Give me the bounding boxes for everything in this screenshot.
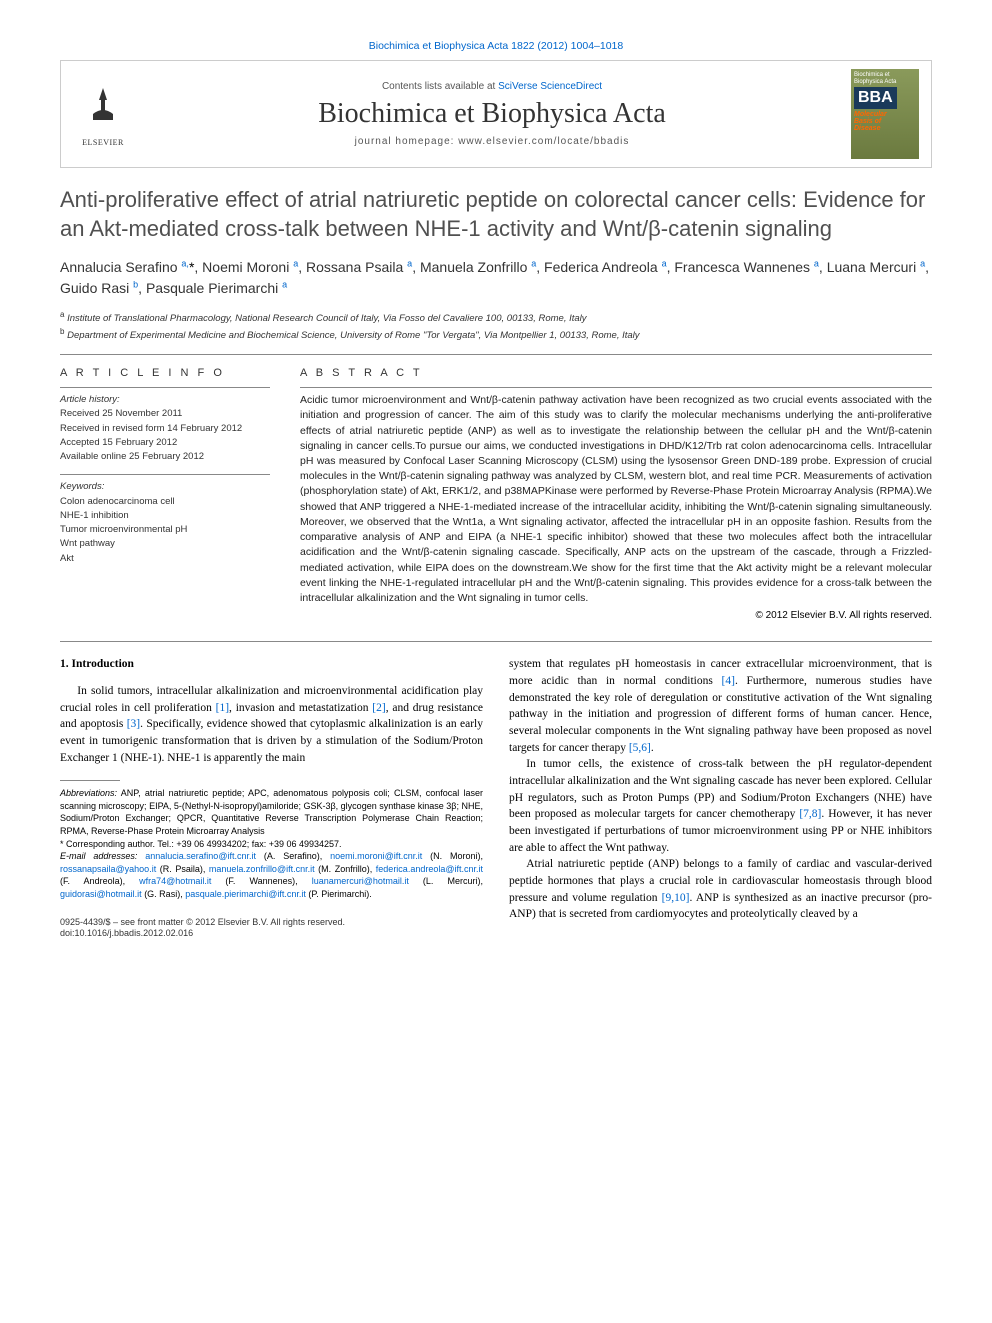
abbrev-text: ANP, atrial natriuretic peptide; APC, ad…	[60, 788, 483, 836]
emails: E-mail addresses: annalucia.serafino@ift…	[60, 850, 483, 900]
keyword-3: Wnt pathway	[60, 537, 270, 551]
elsevier-text: ELSEVIER	[82, 138, 124, 147]
history-revised: Received in revised form 14 February 201…	[60, 422, 270, 436]
bba-cover-sub1: Molecular	[854, 111, 916, 118]
email-label: E-mail addresses:	[60, 851, 145, 861]
intro-p2: system that regulates pH homeostasis in …	[509, 656, 932, 756]
keyword-2: Tumor microenvironmental pH	[60, 523, 270, 537]
cite-2[interactable]: [2]	[372, 702, 385, 714]
bba-cover-sub2: Basis of	[854, 118, 916, 125]
homepage-line: journal homepage: www.elsevier.com/locat…	[133, 136, 851, 147]
affiliation-a-text: Institute of Translational Pharmacology,…	[67, 313, 586, 324]
email-link[interactable]: noemi.moroni@ift.cnr.it	[330, 851, 422, 861]
doi: doi:10.1016/j.bbadis.2012.02.016	[60, 928, 483, 940]
journal-name: Biochimica et Biophysica Acta	[133, 98, 851, 130]
abstract-col: A B S T R A C T Acidic tumor microenviro…	[300, 367, 932, 621]
article-info-col: A R T I C L E I N F O Article history: R…	[60, 367, 270, 621]
intro-p3: In tumor cells, the existence of cross-t…	[509, 756, 932, 856]
page-root: Biochimica et Biophysica Acta 1822 (2012…	[0, 0, 992, 970]
keyword-4: Akt	[60, 552, 270, 566]
body-col-right: system that regulates pH homeostasis in …	[509, 656, 932, 940]
keyword-0: Colon adenocarcinoma cell	[60, 495, 270, 509]
footnotes: Abbreviations: ANP, atrial natriuretic p…	[60, 787, 483, 900]
email-link[interactable]: pasquale.pierimarchi@ift.cnr.it	[185, 889, 306, 899]
cite-1[interactable]: [1]	[216, 702, 229, 714]
front-matter: 0925-4439/$ – see front matter © 2012 El…	[60, 917, 483, 929]
intro-p1-mid1: , invasion and metastatization	[229, 702, 372, 714]
intro-p2-post: .	[651, 742, 654, 754]
body-columns: 1. Introduction In solid tumors, intrace…	[60, 656, 932, 940]
journal-header: ELSEVIER Contents lists available at Sci…	[60, 60, 932, 168]
elsevier-tree-icon	[79, 82, 127, 138]
abbreviations: Abbreviations: ANP, atrial natriuretic p…	[60, 787, 483, 837]
intro-p1: In solid tumors, intracellular alkaliniz…	[60, 683, 483, 766]
article-info-heading: A R T I C L E I N F O	[60, 367, 270, 379]
body-col-left: 1. Introduction In solid tumors, intrace…	[60, 656, 483, 940]
affiliation-b-text: Department of Experimental Medicine and …	[67, 330, 639, 341]
elsevier-logo: ELSEVIER	[73, 80, 133, 148]
keywords-label: Keywords:	[60, 480, 270, 494]
bba-cover-logo: BBA	[854, 87, 897, 109]
rule-mid	[60, 641, 932, 642]
history-online: Available online 25 February 2012	[60, 450, 270, 464]
abstract-copyright: © 2012 Elsevier B.V. All rights reserved…	[300, 610, 932, 621]
cite-910[interactable]: [9,10]	[662, 892, 690, 904]
abstract-text: Acidic tumor microenvironment and Wnt/β-…	[300, 387, 932, 606]
email-link[interactable]: annalucia.serafino@ift.cnr.it	[145, 851, 256, 861]
rule-top	[60, 354, 932, 355]
history-accepted: Accepted 15 February 2012	[60, 436, 270, 450]
email-link[interactable]: manuela.zonfrillo@ift.cnr.it	[209, 864, 315, 874]
affiliations: a Institute of Translational Pharmacolog…	[60, 309, 932, 342]
email-link[interactable]: rossanapsaila@yahoo.it	[60, 864, 156, 874]
intro-p4: Atrial natriuretic peptide (ANP) belongs…	[509, 856, 932, 923]
top-citation: Biochimica et Biophysica Acta 1822 (2012…	[60, 40, 932, 52]
email-link[interactable]: guidorasi@hotmail.it	[60, 889, 142, 899]
intro-heading: 1. Introduction	[60, 656, 483, 673]
affiliation-b: b Department of Experimental Medicine an…	[60, 326, 932, 342]
article-title: Anti-proliferative effect of atrial natr…	[60, 186, 932, 243]
history-received: Received 25 November 2011	[60, 407, 270, 421]
affiliation-a: a Institute of Translational Pharmacolog…	[60, 309, 932, 325]
header-center: Contents lists available at SciVerse Sci…	[133, 81, 851, 147]
bba-cover-sub3: Disease	[854, 125, 916, 132]
footnote-rule	[60, 780, 120, 781]
history-label: Article history:	[60, 393, 270, 407]
cite-4[interactable]: [4]	[722, 675, 735, 687]
abbrev-label: Abbreviations:	[60, 788, 117, 798]
bba-cover-top: Biochimica et Biophysica Acta	[854, 72, 916, 85]
abstract-heading: A B S T R A C T	[300, 367, 932, 379]
keyword-1: NHE-1 inhibition	[60, 509, 270, 523]
cite-3[interactable]: [3]	[127, 718, 140, 730]
email-link[interactable]: federica.andreola@ift.cnr.it	[376, 864, 483, 874]
article-history: Article history: Received 25 November 20…	[60, 387, 270, 464]
sciencedirect-link[interactable]: SciVerse ScienceDirect	[498, 81, 602, 92]
contents-line: Contents lists available at SciVerse Sci…	[133, 81, 851, 92]
authors: Annalucia Serafino a,*, Noemi Moroni a, …	[60, 257, 932, 299]
corresponding-author: * Corresponding author. Tel.: +39 06 499…	[60, 838, 483, 851]
contents-prefix: Contents lists available at	[382, 81, 498, 92]
bottom-meta: 0925-4439/$ – see front matter © 2012 El…	[60, 917, 483, 940]
cite-56[interactable]: [5,6]	[629, 742, 651, 754]
email-link[interactable]: wfra74@hotmail.it	[139, 876, 211, 886]
bba-cover: Biochimica et Biophysica Acta BBA Molecu…	[851, 69, 919, 159]
email-link[interactable]: luanamercuri@hotmail.it	[312, 876, 409, 886]
info-abstract-row: A R T I C L E I N F O Article history: R…	[60, 367, 932, 621]
keywords-block: Keywords: Colon adenocarcinoma cell NHE-…	[60, 474, 270, 566]
cite-78[interactable]: [7,8]	[799, 808, 821, 820]
